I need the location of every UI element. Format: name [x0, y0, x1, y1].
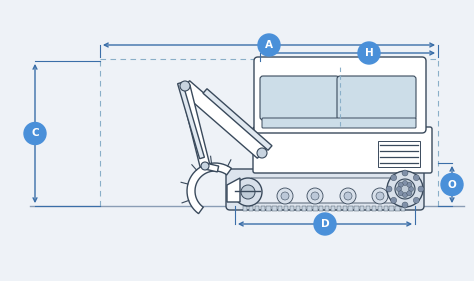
Bar: [395, 206, 400, 211]
Circle shape: [391, 175, 397, 181]
FancyBboxPatch shape: [262, 118, 416, 128]
Circle shape: [340, 188, 356, 204]
Text: D: D: [321, 219, 329, 229]
Circle shape: [387, 171, 423, 207]
Bar: [366, 206, 370, 211]
Circle shape: [344, 192, 352, 200]
Circle shape: [358, 42, 380, 64]
Circle shape: [201, 162, 209, 170]
Bar: [278, 206, 283, 211]
Circle shape: [402, 192, 408, 198]
Text: O: O: [447, 180, 456, 189]
FancyBboxPatch shape: [260, 76, 339, 120]
Circle shape: [395, 179, 415, 199]
Bar: [290, 206, 294, 211]
Bar: [354, 206, 358, 211]
FancyBboxPatch shape: [337, 76, 416, 120]
Polygon shape: [181, 81, 266, 158]
Bar: [284, 206, 288, 211]
Circle shape: [396, 187, 401, 191]
Circle shape: [281, 192, 289, 200]
Bar: [325, 206, 329, 211]
FancyBboxPatch shape: [253, 127, 432, 173]
Bar: [319, 206, 323, 211]
Circle shape: [409, 187, 413, 191]
Bar: [261, 206, 265, 211]
Bar: [343, 206, 347, 211]
Bar: [378, 206, 382, 211]
Bar: [308, 206, 311, 211]
Circle shape: [398, 191, 403, 196]
Text: C: C: [31, 128, 39, 139]
Circle shape: [407, 182, 412, 187]
Bar: [390, 206, 393, 211]
Polygon shape: [180, 85, 210, 167]
Circle shape: [386, 186, 392, 192]
Bar: [313, 206, 318, 211]
Bar: [401, 206, 405, 211]
Circle shape: [234, 178, 262, 206]
Circle shape: [402, 170, 408, 176]
Circle shape: [402, 180, 408, 185]
Circle shape: [376, 192, 384, 200]
Circle shape: [413, 175, 419, 181]
Circle shape: [24, 123, 46, 144]
FancyBboxPatch shape: [254, 57, 426, 133]
Text: A: A: [265, 40, 273, 50]
Circle shape: [180, 81, 190, 91]
Circle shape: [372, 188, 388, 204]
Bar: [266, 206, 271, 211]
Bar: [378, 141, 420, 167]
Bar: [337, 206, 341, 211]
Polygon shape: [227, 178, 240, 202]
Bar: [255, 206, 259, 211]
Circle shape: [398, 182, 403, 187]
Circle shape: [311, 192, 319, 200]
Bar: [331, 206, 335, 211]
Bar: [249, 206, 253, 211]
Circle shape: [307, 188, 323, 204]
Bar: [272, 206, 276, 211]
Circle shape: [257, 148, 267, 158]
Circle shape: [402, 202, 408, 208]
Bar: [296, 206, 300, 211]
FancyBboxPatch shape: [250, 178, 400, 203]
Bar: [243, 206, 247, 211]
Circle shape: [391, 197, 397, 203]
Bar: [348, 206, 353, 211]
Circle shape: [441, 173, 463, 196]
Bar: [360, 206, 365, 211]
Polygon shape: [187, 163, 231, 214]
Bar: [372, 206, 376, 211]
Text: H: H: [365, 48, 374, 58]
Circle shape: [413, 197, 419, 203]
Circle shape: [314, 213, 336, 235]
Polygon shape: [203, 89, 272, 150]
Polygon shape: [178, 82, 204, 159]
Circle shape: [277, 188, 293, 204]
Polygon shape: [204, 163, 219, 172]
Circle shape: [407, 191, 412, 196]
Circle shape: [258, 34, 280, 56]
Circle shape: [418, 186, 424, 192]
Bar: [301, 206, 306, 211]
FancyBboxPatch shape: [226, 169, 424, 210]
Circle shape: [241, 185, 255, 199]
Bar: [383, 206, 388, 211]
